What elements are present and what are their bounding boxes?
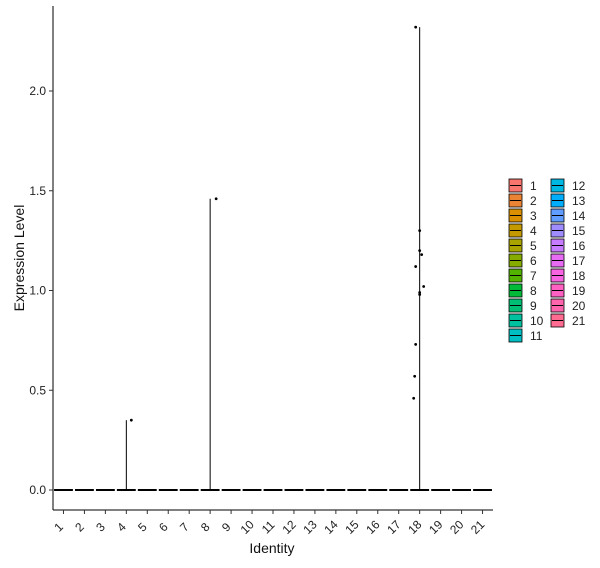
- legend-item-7: 7: [508, 268, 537, 283]
- data-point: [413, 374, 417, 378]
- x-tick-label: 12: [279, 517, 299, 537]
- x-tick-label: 6: [156, 520, 171, 535]
- legend-item-19: 19: [550, 283, 586, 298]
- data-point: [412, 396, 416, 400]
- legend-label: 9: [530, 299, 537, 313]
- legend-label: 2: [530, 194, 537, 208]
- legend-item-5: 5: [508, 238, 537, 253]
- legend-label: 19: [572, 284, 586, 298]
- x-tick-label: 16: [363, 517, 383, 537]
- x-tick-label: 10: [238, 517, 258, 537]
- legend-label: 6: [530, 254, 537, 268]
- x-tick-label: 3: [93, 520, 108, 535]
- legend-label: 13: [572, 194, 586, 208]
- legend-item-9: 9: [508, 298, 537, 313]
- legend-label: 4: [530, 224, 537, 238]
- legend-label: 18: [572, 269, 586, 283]
- legend-label: 15: [572, 224, 586, 238]
- legend-item-20: 20: [550, 298, 586, 313]
- legend-label: 12: [572, 179, 586, 193]
- x-tick-label: 5: [135, 520, 150, 535]
- y-tick-labels: 0.0 0.5 1.0 1.5 2.0: [29, 84, 46, 497]
- x-tick-label: 13: [300, 517, 320, 537]
- legend-label: 1: [530, 179, 537, 193]
- legend-label: 21: [572, 314, 586, 328]
- legend-item-13: 13: [550, 193, 586, 208]
- violin-4: [116, 420, 136, 491]
- x-tick-label: 9: [219, 520, 234, 535]
- x-tick-label: 7: [177, 520, 192, 535]
- x-tick-label: 2: [72, 520, 87, 535]
- legend-item-1: 1: [508, 178, 537, 193]
- legend-label: 8: [530, 284, 537, 298]
- legend-item-12: 12: [550, 178, 586, 193]
- x-tick-label: 15: [342, 517, 362, 537]
- data-point: [418, 249, 422, 253]
- legend-item-18: 18: [550, 268, 586, 283]
- x-tick-label: 20: [447, 517, 467, 537]
- x-tick-label: 14: [321, 517, 341, 537]
- legend-item-16: 16: [550, 238, 586, 253]
- legend-item-15: 15: [550, 223, 586, 238]
- legend-label: 14: [572, 209, 586, 223]
- x-tick-labels: 1 2 3 4 5 6 7 8 9 10 11 12 13 14 15 16 17 18 19 20 21: [51, 517, 487, 537]
- violin-18: [410, 27, 430, 491]
- y-tick-label: 0.0: [29, 483, 46, 497]
- legend-label: 3: [530, 209, 537, 223]
- legend-item-11: 11: [508, 328, 543, 343]
- axes: [49, 6, 493, 514]
- y-tick-label: 2.0: [29, 84, 46, 98]
- legend-label: 17: [572, 254, 586, 268]
- legend-item-2: 2: [508, 193, 537, 208]
- x-tick-label: 8: [198, 520, 213, 535]
- legend-label: 7: [530, 269, 537, 283]
- data-point: [420, 253, 424, 256]
- legend-item-3: 3: [508, 208, 537, 223]
- data-point: [418, 293, 422, 296]
- x-tick-label: 1: [51, 520, 66, 535]
- data-point: [422, 285, 426, 288]
- data-point: [414, 265, 418, 268]
- x-tick-label: 19: [426, 517, 446, 537]
- y-tick-label: 1.0: [29, 284, 46, 298]
- x-tick-label: 4: [114, 520, 129, 535]
- x-axis-title: Identity: [249, 540, 294, 556]
- violin-series: [54, 27, 492, 491]
- legend-label: 5: [530, 239, 537, 253]
- data-point: [129, 418, 133, 422]
- legend-label: 11: [530, 329, 543, 343]
- legend-item-21: 21: [550, 313, 586, 328]
- data-point: [414, 25, 418, 29]
- y-tick-label: 1.5: [29, 184, 46, 198]
- x-tick-label: 21: [468, 517, 488, 537]
- legend-item-14: 14: [550, 208, 586, 223]
- data-point: [214, 197, 218, 201]
- y-axis-title: Expression Level: [11, 205, 27, 312]
- legend-item-4: 4: [508, 223, 537, 238]
- legend-label: 16: [572, 239, 586, 253]
- legend-item-8: 8: [508, 283, 537, 298]
- x-tick-label: 17: [384, 517, 404, 537]
- y-tick-label: 0.5: [29, 383, 46, 397]
- legend-label: 20: [572, 299, 586, 313]
- legend-item-17: 17: [550, 253, 586, 268]
- legend-label: 10: [530, 314, 544, 328]
- x-tick-label: 11: [259, 518, 278, 537]
- legend-item-6: 6: [508, 253, 537, 268]
- data-point: [418, 291, 422, 294]
- legend-item-10: 10: [508, 313, 544, 328]
- data-point: [418, 229, 422, 233]
- data-point: [414, 342, 418, 346]
- violin-8: [200, 198, 220, 491]
- x-tick-label: 18: [405, 517, 425, 537]
- points-series: [129, 25, 426, 422]
